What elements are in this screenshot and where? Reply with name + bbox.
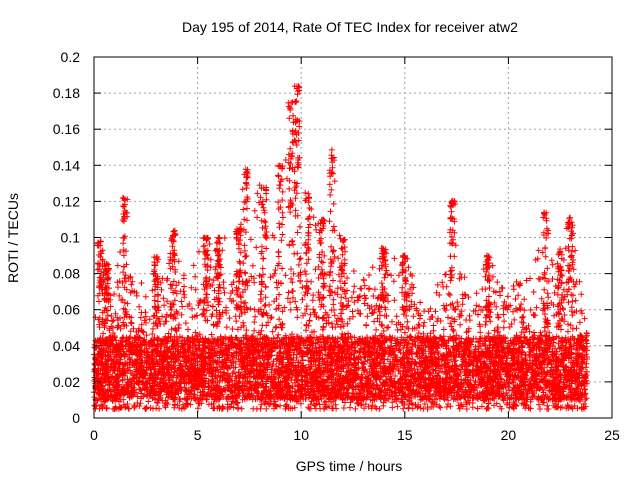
- x-tick-label: 10: [293, 427, 309, 443]
- y-tick-label: 0.06: [53, 302, 80, 318]
- y-tick-label: 0.18: [53, 85, 80, 101]
- roti-points: [91, 83, 590, 412]
- x-tick-label: 5: [194, 427, 202, 443]
- data-points: [91, 83, 590, 412]
- x-tick-label: 0: [90, 427, 98, 443]
- y-tick-label: 0.04: [53, 338, 80, 354]
- x-tick-label: 25: [604, 427, 620, 443]
- y-tick-label: 0: [72, 410, 80, 426]
- y-tick-label: 0.14: [53, 157, 80, 173]
- x-axis-label: GPS time / hours: [296, 458, 403, 474]
- y-axis-label: ROTI / TECUs: [5, 193, 21, 283]
- y-tick-label: 0.16: [53, 121, 80, 137]
- y-tick-label: 0.12: [53, 193, 80, 209]
- x-tick-label: 20: [501, 427, 517, 443]
- chart-title: Day 195 of 2014, Rate Of TEC Index for r…: [182, 19, 518, 35]
- y-tick-label: 0.1: [61, 230, 81, 246]
- axis-ticks: 0 0.02 0.04 0.06 0.08 0.1 0.12 0.14 0.16 0.18 0.2 0…: [53, 49, 620, 443]
- y-tick-label: 0.08: [53, 266, 80, 282]
- x-tick-label: 15: [397, 427, 413, 443]
- y-tick-label: 0.02: [53, 374, 80, 390]
- y-tick-label: 0.2: [61, 49, 81, 65]
